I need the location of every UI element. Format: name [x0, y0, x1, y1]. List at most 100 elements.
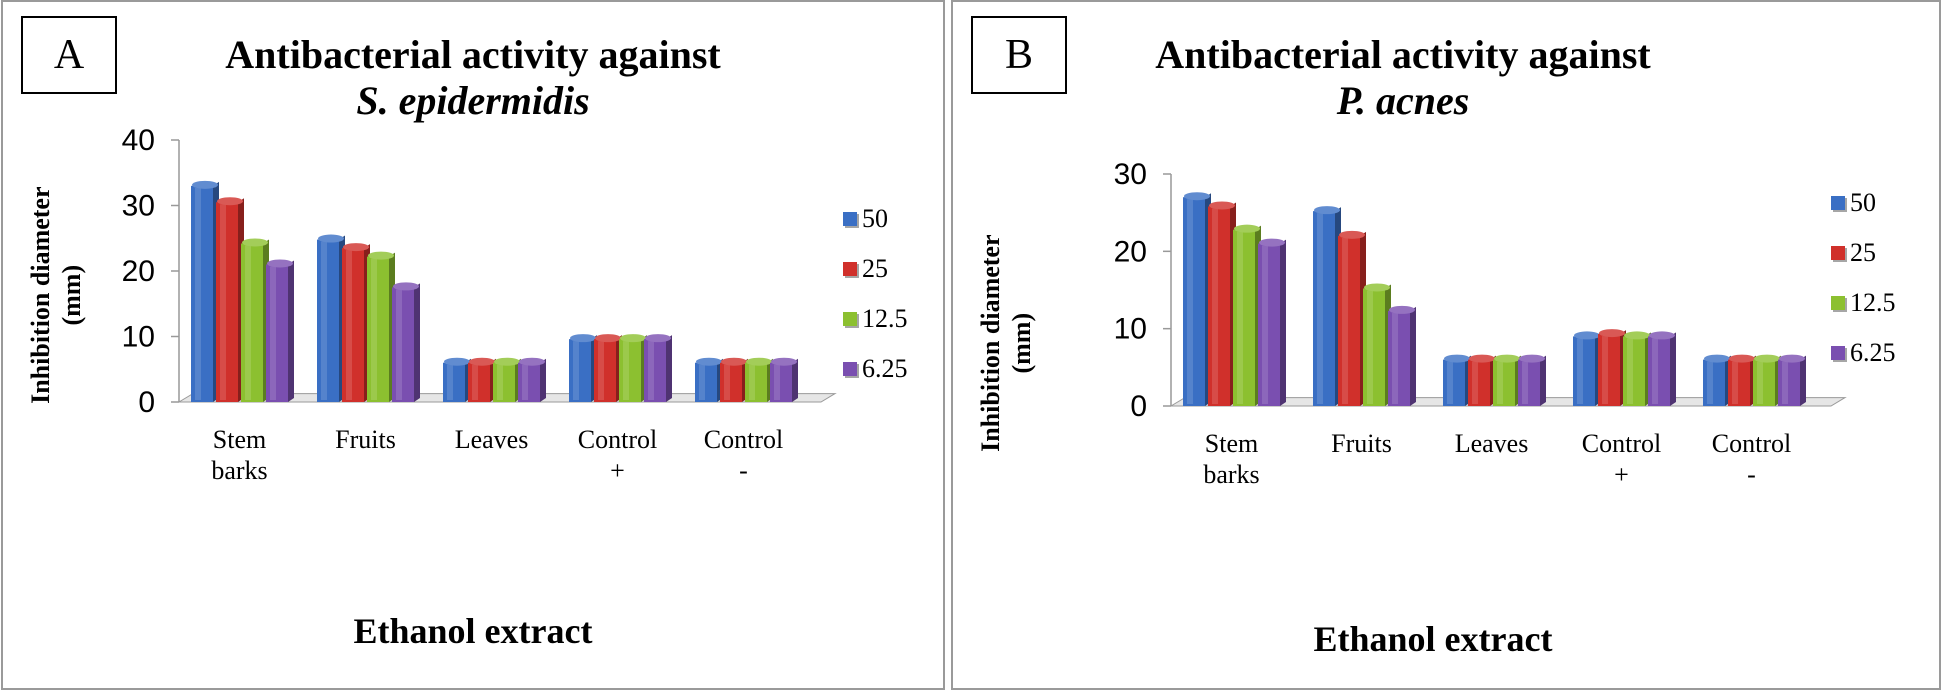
bar — [216, 197, 244, 402]
legend-label: 6.25 — [1850, 338, 1896, 367]
bar-highlight — [371, 258, 377, 400]
bar — [720, 357, 748, 402]
bar — [695, 357, 723, 402]
bar-front — [1208, 206, 1230, 406]
bar-front — [1703, 359, 1725, 406]
bar-highlight — [321, 241, 327, 400]
legend-swatch — [843, 212, 857, 226]
bar — [644, 334, 672, 402]
bar — [1233, 224, 1261, 406]
bar-front — [644, 339, 666, 402]
bar-top — [1444, 354, 1470, 363]
bar — [569, 334, 597, 402]
category-label-line1: Control — [1711, 429, 1792, 458]
bar-highlight — [1602, 336, 1608, 404]
bar-highlight — [724, 364, 730, 400]
bar-highlight — [1317, 213, 1323, 404]
category-label-line2: - — [1747, 460, 1756, 490]
y-tick-label: 20 — [122, 255, 155, 288]
y-tick-label: 0 — [138, 386, 155, 419]
legend-swatch — [843, 312, 857, 326]
bar — [1313, 206, 1341, 406]
chart-panel-b: B Antibacterial activity against P. acne… — [951, 0, 1941, 690]
bar-highlight — [1577, 338, 1583, 404]
bar-highlight — [472, 364, 478, 400]
legend: 50 25 12.5 6.25 — [843, 194, 908, 394]
category-label-line1: Control — [577, 425, 658, 454]
bar-highlight — [270, 266, 276, 400]
panel-label: B — [971, 16, 1067, 94]
bar-side — [792, 358, 798, 402]
bar — [1468, 354, 1496, 406]
bar-side — [1280, 239, 1286, 406]
chart-plot-area: 0 10 20 30 40 — [122, 124, 837, 419]
bar-highlight — [1472, 361, 1478, 404]
bar-side — [1540, 355, 1546, 406]
legend-item: 12.5 — [843, 294, 908, 344]
chart-plot-area: 0 10 20 30 — [1114, 158, 1847, 423]
bar-top — [771, 357, 797, 366]
bar-highlight — [1757, 361, 1763, 404]
legend-label: 25 — [862, 254, 888, 283]
bar-front — [342, 248, 364, 402]
bar-front — [1313, 211, 1335, 406]
bar-front — [1388, 310, 1410, 406]
bar-front — [493, 362, 515, 402]
legend: 50 25 12.5 6.25 — [1831, 178, 1896, 378]
bar — [1208, 201, 1236, 406]
legend-swatch — [843, 262, 857, 276]
bar-top — [343, 243, 369, 252]
bar-front — [1233, 229, 1255, 406]
bar-front — [745, 362, 767, 402]
bar-highlight — [699, 364, 705, 400]
bar-side — [414, 283, 420, 402]
category-label-line2: barks — [1203, 460, 1260, 490]
bar-front — [216, 202, 238, 402]
bar-highlight — [1782, 361, 1788, 404]
bar-front — [594, 339, 616, 402]
chart-title-line: Antibacterial activity against — [225, 32, 721, 77]
bar-front — [770, 362, 792, 402]
bar-top — [1624, 331, 1650, 340]
legend-label: 12.5 — [1850, 288, 1896, 317]
bar — [619, 334, 647, 402]
bar-top — [746, 357, 772, 366]
bar-front — [266, 264, 288, 402]
category-label-line1: Leaves — [454, 425, 529, 454]
bar-highlight — [1212, 208, 1218, 404]
bar-highlight — [648, 341, 654, 400]
category-label: Fruits — [311, 424, 421, 486]
bar-top — [1339, 230, 1365, 239]
bar-highlight — [245, 245, 251, 400]
category-label: Control + — [563, 424, 673, 486]
bar-top — [1599, 329, 1625, 338]
bar-front — [1183, 197, 1205, 406]
bar-front — [1573, 336, 1595, 406]
category-label-line2 — [311, 455, 421, 486]
bar-highlight — [598, 341, 604, 400]
bar — [1183, 192, 1211, 406]
bar-top — [1519, 354, 1545, 363]
x-axis-title: Ethanol extract — [353, 611, 593, 651]
category-label: Stem barks — [1177, 428, 1287, 490]
category-label: Control + — [1567, 428, 1677, 490]
bar-top — [519, 357, 545, 366]
bar — [367, 251, 395, 402]
bar-top — [595, 334, 621, 343]
bar-front — [1338, 235, 1360, 406]
bar-top — [1209, 201, 1235, 210]
bar-highlight — [749, 364, 755, 400]
bar-highlight — [522, 364, 528, 400]
category-label: Leaves — [437, 424, 547, 486]
bar — [1573, 331, 1601, 406]
y-tick-label: 40 — [122, 124, 155, 157]
bar-top — [1704, 354, 1730, 363]
bar-side — [1670, 332, 1676, 406]
bar — [1518, 354, 1546, 406]
legend-item: 25 — [1831, 228, 1896, 278]
bar — [745, 357, 773, 402]
bar-side — [1410, 306, 1416, 406]
y-tick-label: 30 — [122, 190, 155, 223]
bar-top — [242, 238, 268, 247]
bar-highlight — [1522, 361, 1528, 404]
